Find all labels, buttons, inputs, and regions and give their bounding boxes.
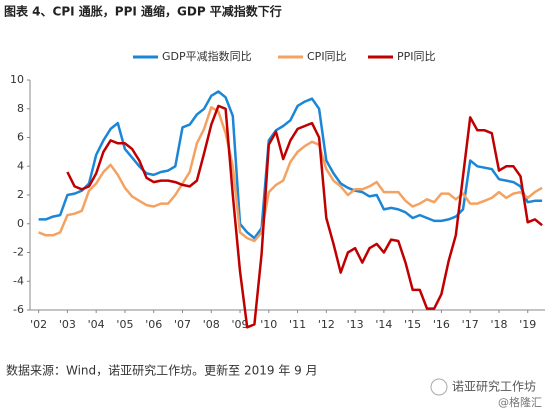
y-tick-label: 0 [17,217,24,230]
x-tick-label: '14 [375,318,392,331]
x-tick-label: '05 [116,318,133,331]
x-tick-label: '09 [232,318,249,331]
y-tick-label: -4 [13,274,24,287]
x-tick-label: '17 [462,318,479,331]
x-tick-label: '06 [145,318,162,331]
y-tick-label: 4 [17,159,24,172]
y-tick-label: 8 [17,102,24,115]
watermark: @格隆汇 [498,395,542,409]
legend-label: GDP平减指数同比 [162,49,252,63]
x-tick-label: '13 [347,318,364,331]
legend-label: CPI同比 [307,50,347,63]
x-tick-label: '15 [404,318,421,331]
watermark: 诺亚研究工作坊 [452,379,536,394]
x-tick-label: '18 [490,318,507,331]
series-line [38,106,543,243]
x-tick-label: '02 [30,318,47,331]
y-tick-label: -6 [13,303,24,316]
y-tick-label: -2 [13,246,24,259]
x-tick-label: '19 [519,318,536,331]
x-tick-label: '11 [289,318,306,331]
y-tick-label: 10 [10,73,24,86]
x-tick-label: '03 [59,318,76,331]
x-tick-label: '08 [203,318,220,331]
watermark-icon [430,378,448,396]
chart-title: 图表 4、CPI 通胀，PPI 通缩，GDP 平减指数下行 [4,4,282,19]
y-tick-label: 6 [17,131,24,144]
x-tick-label: '10 [260,318,277,331]
x-tick-label: '16 [433,318,450,331]
x-tick-label: '04 [88,318,105,331]
x-tick-label: '07 [174,318,191,331]
legend-label: PPI同比 [397,50,436,63]
y-tick-label: 2 [17,188,24,201]
legend: GDP平减指数同比 CPI同比 PPI同比 [133,49,436,63]
x-tick-label: '12 [318,318,335,331]
source-note: 数据来源：Wind，诺亚研究工作坊。更新至 2019 年 9 月 [6,363,318,378]
series-line [66,104,543,329]
